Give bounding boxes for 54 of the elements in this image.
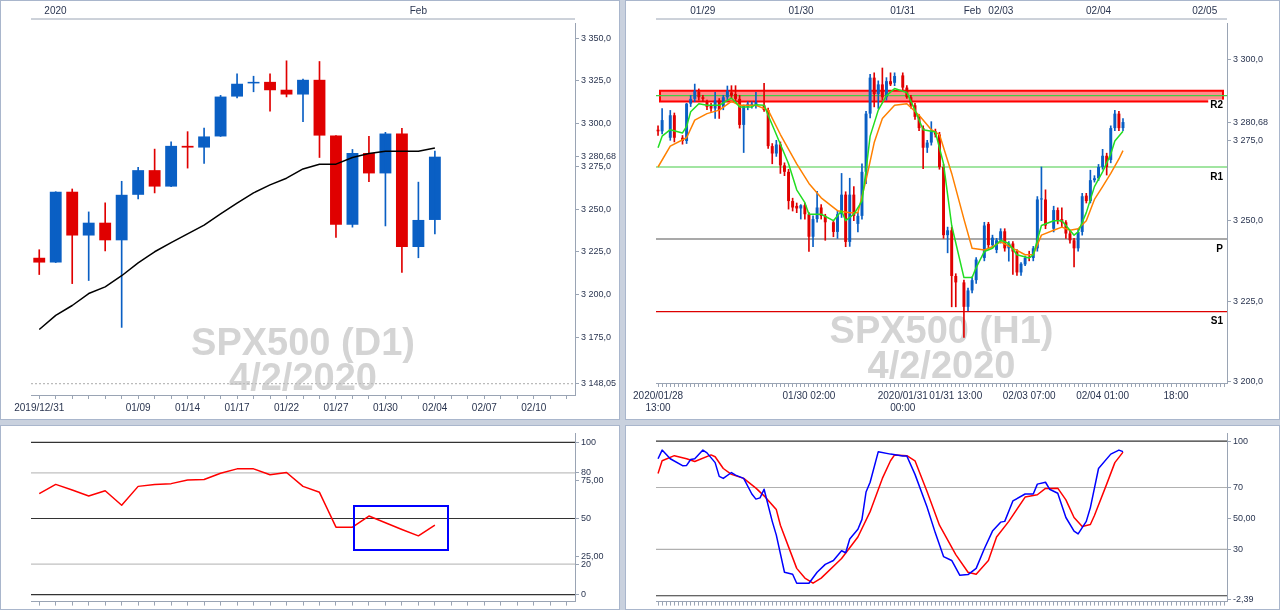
y-tick-label: 3 300,0 xyxy=(1233,54,1264,65)
x-tick-label: 01/17 xyxy=(224,401,251,413)
x-tick-label: 18:00 xyxy=(1163,389,1189,401)
x-tick-label: 02/03 07:00 xyxy=(1002,389,1057,401)
y-tick-label: 3 280,68 xyxy=(1233,116,1269,127)
ref-line-label: P xyxy=(1216,242,1224,254)
text: 01/31 xyxy=(890,5,916,16)
y-tick-label: 3 250,0 xyxy=(1233,215,1264,226)
y-tick-label: 3 148,05 xyxy=(581,378,617,389)
x-tick-label: 01/27 xyxy=(323,401,349,413)
x-tick-label: 2019/12/31 xyxy=(14,401,65,413)
x-tick-label: 2020/01/28 13:00 xyxy=(633,389,684,413)
text: 01/30 xyxy=(788,5,814,16)
x-tick-label: 01/31 13:00 xyxy=(929,389,983,401)
text: 2020 xyxy=(44,5,68,16)
y-tick-label: 3 175,0 xyxy=(581,331,612,342)
y-tick-label: 3 225,0 xyxy=(581,246,612,257)
text: 02/04 xyxy=(1086,5,1112,16)
y-tick-label: 3 200,0 xyxy=(1233,375,1264,386)
y-tick-label: 3 275,0 xyxy=(1233,134,1264,145)
text: 02/03 xyxy=(988,5,1014,16)
text: Feb xyxy=(963,5,982,16)
x-tick-label: 02/04 01:00 xyxy=(1076,389,1130,401)
y-tick-label: -2,39 xyxy=(1233,593,1254,604)
y-tick-label: 50,00 xyxy=(1233,512,1256,523)
y-tick-label: 70 xyxy=(1233,481,1244,492)
x-tick-label: 02/04 xyxy=(422,401,448,413)
y-tick-label: 100 xyxy=(581,436,597,447)
y-tick-label: 50 xyxy=(581,512,592,523)
y-tick-label: 3 225,0 xyxy=(1233,295,1264,306)
text: 01/29 xyxy=(690,5,716,16)
x-tick-label: 01/09 xyxy=(125,401,152,413)
y-tick-label: 0 xyxy=(581,589,587,600)
x-tick-label: 01/30 02:00 xyxy=(782,389,836,401)
y-tick-label: 100 xyxy=(1233,435,1249,446)
text: 02/05 xyxy=(1192,5,1218,16)
x-tick-label: 01/22 xyxy=(274,401,300,413)
y-tick-label: 3 200,0 xyxy=(581,289,612,300)
y-tick-label: 3 275,0 xyxy=(581,160,612,171)
x-tick-label: 2020/01/31 00:00 xyxy=(877,389,929,413)
ref-line-label: S1 xyxy=(1210,315,1224,327)
x-tick-label: 01/14 xyxy=(175,401,201,413)
y-tick-label: 3 350,0 xyxy=(581,32,612,43)
ref-line-label: R1 xyxy=(1210,170,1224,182)
y-tick-label: 30 xyxy=(1233,543,1244,554)
x-tick-label: 02/07 xyxy=(471,401,498,413)
y-tick-label: 3 325,0 xyxy=(581,75,612,86)
ref-line-label: R2 xyxy=(1210,99,1224,111)
x-tick-label: 01/30 xyxy=(372,401,399,413)
y-tick-label: 3 280,68 xyxy=(581,151,617,162)
y-tick-label: 3 300,0 xyxy=(581,118,612,129)
x-tick-label: 02/10 xyxy=(521,401,547,413)
text: Feb xyxy=(409,5,428,16)
y-tick-label: 3 250,0 xyxy=(581,203,612,214)
